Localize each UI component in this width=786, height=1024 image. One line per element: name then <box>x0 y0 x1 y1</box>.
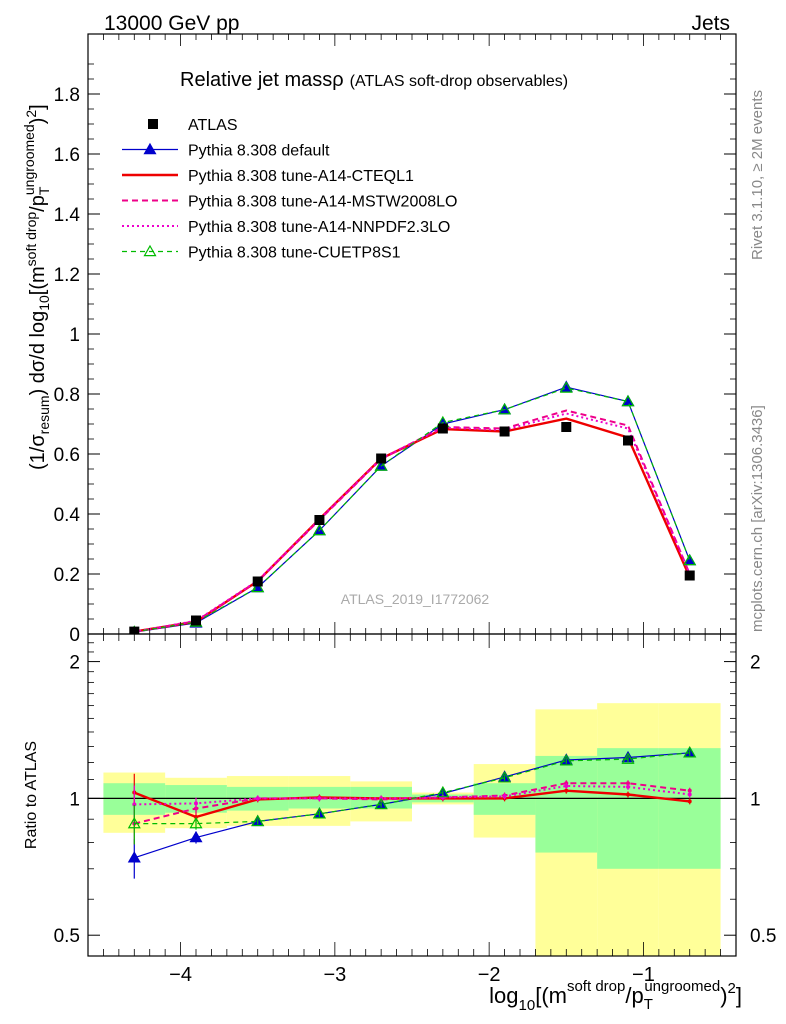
legend-label-a14_nnpdf: Pythia 8.308 tune-A14-NNPDF2.3LO <box>188 219 450 236</box>
legend-entry-a14_mstw: Pythia 8.308 tune-A14-MSTW2008LO <box>122 194 457 211</box>
main-ytick-label: 1.6 <box>54 145 80 166</box>
ratio-point-cuetp8s1-8 <box>621 752 635 764</box>
main-point-default-9 <box>683 553 697 566</box>
legend-entry-a14_cteql1: Pythia 8.308 tune-A14-CTEQL1 <box>122 168 414 185</box>
main-point-atlas-3 <box>314 515 325 525</box>
ratio-ytick-label: 1 <box>69 789 80 810</box>
legend-label-a14_cteql1: Pythia 8.308 tune-A14-CTEQL1 <box>188 168 414 185</box>
ratio-series-group <box>88 703 736 956</box>
watermark: ATLAS_2019_I1772062 <box>341 591 490 607</box>
main-series-a14_nnpdf <box>134 412 691 633</box>
ratio-series-cuetp8s1 <box>134 752 690 825</box>
legend-entry-atlas: ATLAS <box>148 117 238 134</box>
main-ytick-label: 1 <box>69 325 80 346</box>
main-point-cuetp8s1-6 <box>498 402 512 415</box>
main-point-atlas-4 <box>376 453 387 464</box>
chart-title-symbol: ρ <box>332 69 343 91</box>
category-label: Jets <box>691 12 730 35</box>
legend-marker-atlas <box>148 119 158 129</box>
chart-title-text: Relative jet mass <box>180 69 332 91</box>
ratio-point-cuetp8s1-9 <box>683 746 697 758</box>
legend-entry-cuetp8s1: Pythia 8.308 tune-CUETP8S1 <box>122 245 401 262</box>
main-ylabel: (1/σresum) dσ/d log10[(msoft drop/pTungr… <box>21 104 52 470</box>
x-axis-label: log10[(msoft drop/pTungroomed)2] <box>489 978 742 1014</box>
legend-label-a14_mstw: Pythia 8.308 tune-A14-MSTW2008LO <box>188 194 457 211</box>
ratio-ylabel: Ratio to ATLAS <box>23 741 40 849</box>
main-plot-content <box>129 380 697 634</box>
ratio-point-cuetp8s1-6 <box>498 771 512 783</box>
chart-title: Relative jet massρ (ATLAS soft-drop obser… <box>180 69 568 91</box>
main-point-cuetp8s1-8 <box>621 394 635 407</box>
ratio-panel: 0.5 0.5 1 1 2 2 −4 −3 −2 −1 Ratio to ATLAS log10[… <box>23 633 776 1014</box>
ratio-point-cuetp8s1-3 <box>312 807 326 819</box>
main-ytick-label: 1.4 <box>54 205 81 226</box>
main-ytick-label: 0.4 <box>54 505 81 526</box>
main-point-atlas-8 <box>623 435 633 446</box>
main-ytick-label: 0.8 <box>54 385 80 406</box>
main-panel: 0 0.2 0.4 0.6 0.8 1 1.2 1.4 1.6 1.8 Relative jet … <box>21 33 737 646</box>
x-tick-label: −1 <box>632 964 655 986</box>
main-point-atlas-1 <box>191 615 201 626</box>
ratio-point-cuetp8s1-2 <box>251 814 265 827</box>
ratio-ytick-label: 2 <box>69 653 80 674</box>
main-series-cuetp8s1 <box>134 387 691 633</box>
x-tick-label: −3 <box>323 964 346 986</box>
main-ytick-label: 1.8 <box>54 85 80 106</box>
main-point-default-6 <box>498 402 512 415</box>
legend-marker-cuetp8s1 <box>143 244 157 257</box>
legend: ATLAS Pythia 8.308 default Pythia 8.308 tu… <box>122 117 457 262</box>
ratio-band-green-7 <box>535 755 598 853</box>
main-point-atlas-6 <box>499 426 510 437</box>
main-frame <box>87 33 737 635</box>
main-point-atlas-7 <box>561 422 572 432</box>
main-ytick-label: 0.2 <box>54 565 80 586</box>
ratio-ytick-label-right: 2 <box>750 653 761 674</box>
mcplots-label: mcplots.cern.ch [arXiv:1306.3436] <box>749 405 766 632</box>
ratio-ytick-label-right: 1 <box>750 789 761 810</box>
main-point-cuetp8s1-7 <box>559 381 573 393</box>
main-point-cuetp8s1-4 <box>374 459 388 471</box>
ratio-band-green-9 <box>658 748 721 869</box>
x-tick-label: −2 <box>478 964 501 986</box>
main-point-cuetp8s1-3 <box>312 523 326 536</box>
main-ytick-label: 1.2 <box>54 265 80 286</box>
legend-label-atlas: ATLAS <box>188 117 238 134</box>
ratio-band-green-8 <box>597 748 659 869</box>
ratio-point-cuetp8s1-7 <box>559 754 573 766</box>
legend-label-cuetp8s1: Pythia 8.308 tune-CUETP8S1 <box>188 245 401 262</box>
main-series-group <box>129 380 697 634</box>
main-point-atlas-2 <box>252 576 263 587</box>
main-point-atlas-5 <box>437 423 448 434</box>
rivet-label: Rivet 3.1.10, ≥ 2M events <box>749 90 766 260</box>
ratio-axes: 0.5 0.5 1 1 2 2 −4 −3 −2 −1 <box>54 634 776 986</box>
main-point-cuetp8s1-9 <box>683 553 697 566</box>
main-point-atlas-9 <box>684 570 695 581</box>
ratio-ytick-label: 0.5 <box>54 926 80 947</box>
legend-entry-default: Pythia 8.308 default <box>122 143 330 160</box>
legend-entry-a14_nnpdf: Pythia 8.308 tune-A14-NNPDF2.3LO <box>122 219 450 236</box>
main-point-cuetp8s1-2 <box>251 580 265 593</box>
chart-subtitle: (ATLAS soft-drop observables) <box>350 73 568 90</box>
x-tick-label: −4 <box>169 964 192 986</box>
ratio-ytick-label-right: 0.5 <box>750 926 776 947</box>
legend-marker-default <box>143 142 157 155</box>
collision-label: 13000 GeV pp <box>104 12 239 35</box>
main-ytick-label: 0 <box>69 625 80 646</box>
ratio-point-cuetp8s1-4 <box>374 797 388 810</box>
legend-label-default: Pythia 8.308 default <box>188 143 330 160</box>
ratio-point-cuetp8s1-5 <box>436 785 450 798</box>
main-series-a14_mstw <box>134 409 691 633</box>
main-axes: 0 0.2 0.4 0.6 0.8 1 1.2 1.4 1.6 1.8 <box>54 34 736 646</box>
main-ytick-label: 0.6 <box>54 445 80 466</box>
ratio-plot-content <box>88 703 736 956</box>
